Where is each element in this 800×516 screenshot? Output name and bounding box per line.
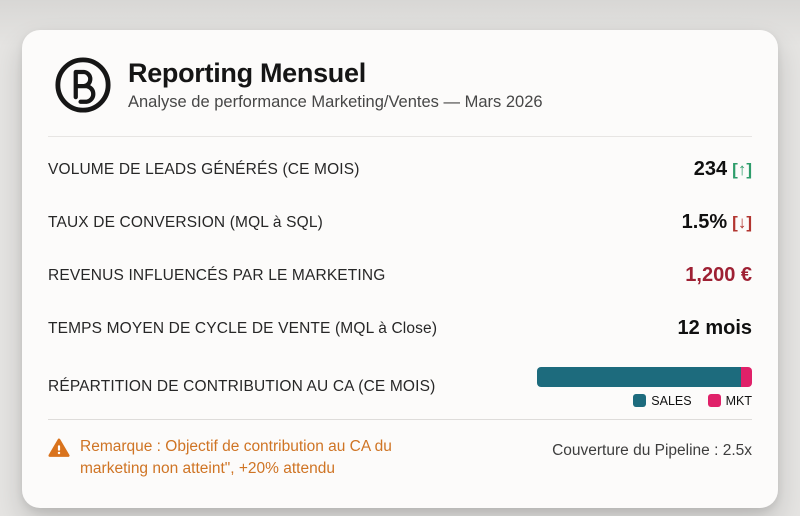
metric-label: VOLUME DE LEADS GÉNÉRÉS (CE MOIS) [48,160,360,178]
legend-swatch-mkt-icon [707,394,721,407]
warning-note: Remarque : Objectif de contribution au C… [48,436,420,480]
metric-value: 1,200 € [685,264,752,286]
warning-triangle-icon [48,438,70,457]
metrics-list: VOLUME DE LEADS GÉNÉRÉS (CE MOIS) 234 [↑]… [22,137,778,419]
legend-item-mkt: MKT [707,393,752,408]
metric-row-cycle: TEMPS MOYEN DE CYCLE DE VENTE (MQL à Clo… [48,302,752,355]
warning-note-text: Remarque : Objectif de contribution au C… [80,438,392,477]
brand-logo-icon [55,57,111,113]
metric-label: RÉPARTITION DE CONTRIBUTION AU CA (CE MO… [48,378,436,395]
metric-value: 1.5% [↓] [681,211,752,233]
metric-row-leads: VOLUME DE LEADS GÉNÉRÉS (CE MOIS) 234 [↑] [48,143,752,196]
header-divider [48,136,752,137]
trend-down-icon: [↓] [732,213,752,232]
pipeline-coverage-text: Couverture du Pipeline : 2.5x [552,442,752,459]
bar-segment-mkt [741,366,752,387]
trend-up-icon: [↑] [732,160,752,179]
footer-divider [48,419,752,420]
metric-label: TEMPS MOYEN DE CYCLE DE VENTE (MQL à Clo… [48,319,438,337]
legend-item-sales: SALES [633,393,692,408]
metric-label: TAUX DE CONVERSION (MQL à SQL) [48,213,323,231]
report-header: Reporting Mensuel Analyse de performance… [54,56,748,114]
metric-value: 234 [↑] [693,158,752,180]
legend-label: MKT [725,393,752,408]
metric-row-contribution: RÉPARTITION DE CONTRIBUTION AU CA (CE MO… [48,355,752,419]
page-title: Reporting Mensuel [128,58,366,89]
legend-label: SALES [651,393,692,408]
bar-segment-sales [537,366,742,387]
legend-swatch-sales-icon [633,394,647,407]
contribution-chart: SALES MKT [537,366,752,408]
metric-value: 12 mois [677,317,752,339]
metric-label: REVENUS INFLUENCÉS PAR LE MARKETING [48,266,386,284]
metric-row-revenue: REVENUS INFLUENCÉS PAR LE MARKETING 1,20… [48,249,752,302]
metric-row-conversion: TAUX DE CONVERSION (MQL à SQL) 1.5% [↓] [48,196,752,249]
report-footer: Remarque : Objectif de contribution au C… [22,420,778,480]
report-card: Reporting Mensuel Analyse de performance… [22,30,778,508]
stacked-bar [537,366,752,387]
chart-legend: SALES MKT [633,394,752,408]
page-subtitle: Analyse de performance Marketing/Ventes … [128,92,543,111]
header-text: Reporting Mensuel Analyse de performance… [128,58,543,111]
